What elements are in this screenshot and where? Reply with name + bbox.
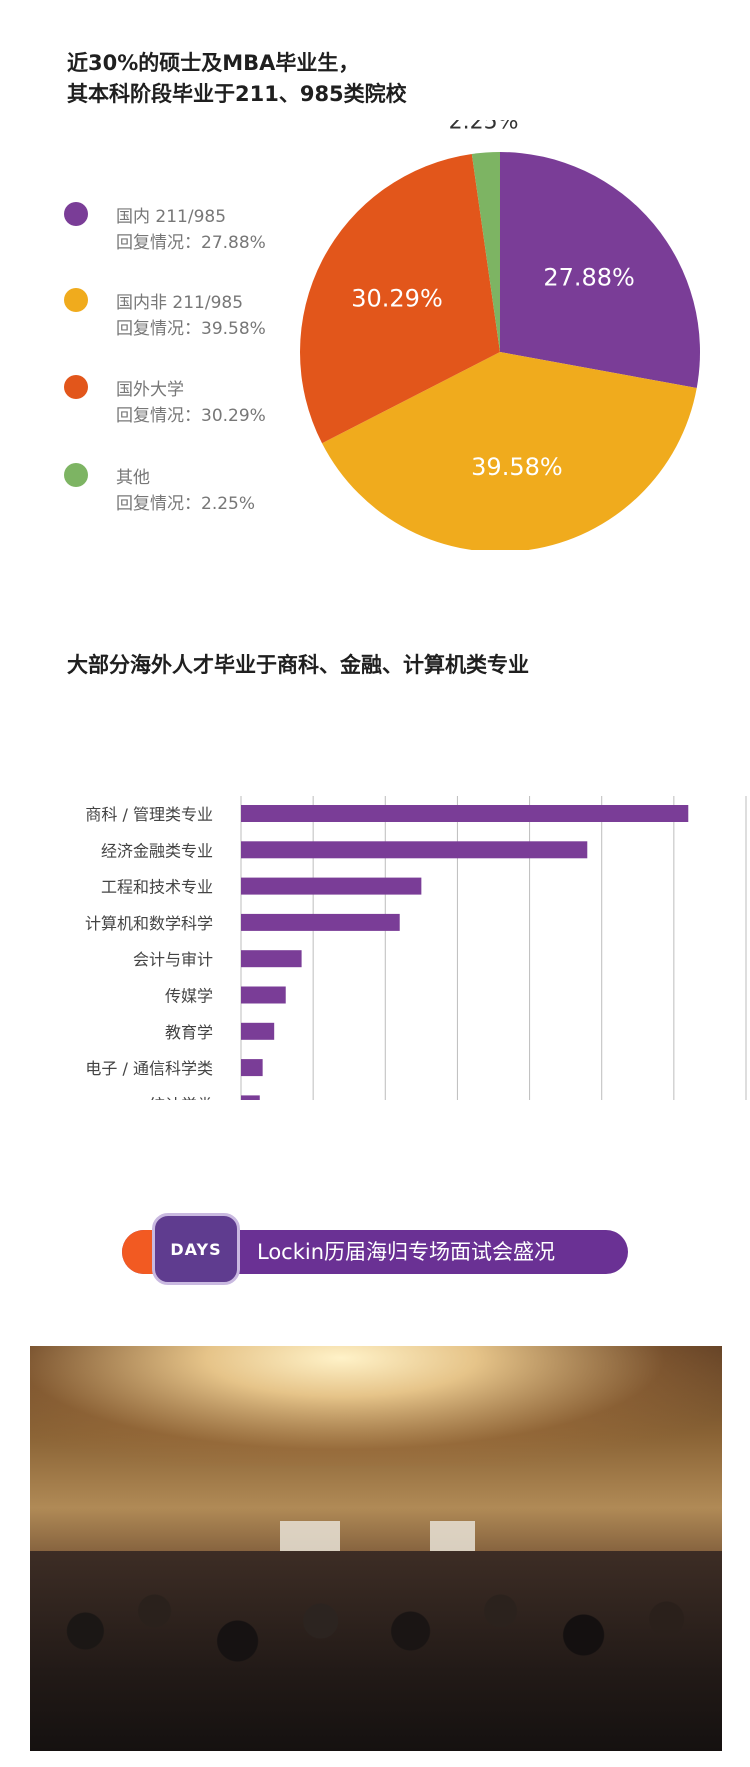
banner-title: Lockin历届海归专场面试会盛况 [257, 1240, 556, 1264]
category-label: 商科 / 管理类专业 [85, 805, 213, 824]
pie-slice [322, 352, 697, 550]
pie-slice-label: 30.29% [351, 285, 443, 313]
category-label: 计算机和数学科学 [85, 914, 213, 933]
pie-section-title: 近30%的硕士及MBA毕业生， 其本科阶段毕业于211、985类院校 [67, 48, 407, 110]
bar [241, 805, 689, 822]
legend-label: 国外大学 [116, 380, 184, 400]
lockin-days-banner: DAYS Lockin历届海归专场面试会盛况 [122, 1213, 628, 1285]
legend-rate: 回复情况：2.25% [116, 494, 256, 514]
legend-swatch [64, 288, 88, 312]
pie-title-line-1: 近30%的硕士及MBA毕业生， [67, 51, 360, 75]
bar-chart: 0%5%10%15%20%25%30%35%商科 / 管理类专业经济金融类专业工… [85, 796, 747, 1100]
bar [241, 913, 400, 931]
days-badge-logo: DAYS [152, 1213, 240, 1285]
bar [241, 1059, 263, 1077]
legend-label: 其他 [116, 468, 150, 488]
category-label: 教育学 [165, 1023, 213, 1042]
bar [241, 950, 302, 968]
bar [241, 986, 286, 1004]
bar [241, 877, 422, 895]
pie-slice-label: 27.88% [543, 264, 635, 292]
legend-rate: 回复情况：30.29% [116, 406, 266, 426]
pie-slice [500, 152, 700, 388]
pie-chart: 27.88% 39.58% 30.29% 2.25% [300, 120, 700, 550]
legend-label: 国内 211/985 [116, 207, 227, 227]
photo-chandelier-ceiling [30, 1346, 722, 1466]
pie-slice-label: 39.58% [471, 453, 563, 481]
category-label: 电子 / 通信科学类 [85, 1059, 213, 1078]
legend-swatch [64, 202, 88, 226]
photo-crowd [30, 1551, 722, 1751]
legend-swatch [64, 375, 88, 399]
pie-slice [471, 152, 500, 352]
category-label: 工程和技术专业 [101, 878, 213, 897]
bar [241, 1095, 260, 1100]
pie-slice-label: 2.25% [449, 120, 519, 135]
category-label: 统计学类 [149, 1095, 213, 1100]
category-label: 经济金融类专业 [101, 841, 213, 860]
legend-label: 国内非 211/985 [116, 293, 244, 313]
bar [241, 841, 588, 859]
legend-rate: 回复情况：39.58% [116, 319, 266, 339]
category-label: 传媒学 [165, 987, 213, 1006]
event-photo [30, 1346, 722, 1751]
legend-rate: 回复情况：27.88% [116, 233, 266, 253]
category-label: 会计与审计 [133, 950, 213, 969]
bar-section-title: 大部分海外人才毕业于商科、金融、计算机类专业 [67, 653, 529, 677]
pie-title-line-2: 其本科阶段毕业于211、985类院校 [67, 82, 407, 106]
bar [241, 1022, 275, 1040]
pie-slice [300, 153, 500, 444]
legend-swatch [64, 463, 88, 487]
